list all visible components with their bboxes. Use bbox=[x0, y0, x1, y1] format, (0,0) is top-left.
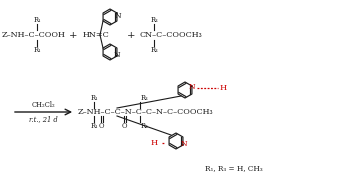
Text: N: N bbox=[189, 83, 195, 91]
Text: R₁: R₁ bbox=[34, 46, 42, 54]
Text: H: H bbox=[219, 84, 226, 92]
Text: CH₂Cl₂: CH₂Cl₂ bbox=[31, 101, 55, 109]
Text: N: N bbox=[114, 51, 120, 59]
Text: r.t., 21 d: r.t., 21 d bbox=[29, 115, 57, 123]
Text: Z–NH–C–COOH: Z–NH–C–COOH bbox=[2, 31, 66, 39]
Text: R₁: R₁ bbox=[91, 94, 99, 102]
Text: R₃: R₃ bbox=[141, 94, 149, 102]
Text: Z–NH–C–C–N–C–C–N–C–COOCH₃: Z–NH–C–C–N–C–C–N–C–COOCH₃ bbox=[78, 108, 213, 116]
Text: O: O bbox=[122, 122, 128, 130]
Text: +: + bbox=[69, 30, 77, 39]
Text: HN=C: HN=C bbox=[83, 31, 110, 39]
Text: H: H bbox=[151, 139, 158, 147]
Text: CN–C–COOCH₃: CN–C–COOCH₃ bbox=[139, 31, 202, 39]
Text: R₁: R₁ bbox=[91, 122, 99, 130]
Text: R₃: R₃ bbox=[141, 122, 149, 130]
Text: N: N bbox=[115, 12, 121, 20]
Text: R₁: R₁ bbox=[34, 16, 42, 24]
Text: R₃: R₃ bbox=[151, 16, 159, 24]
Text: R₃: R₃ bbox=[151, 46, 159, 54]
Text: N: N bbox=[181, 140, 187, 148]
Text: O: O bbox=[99, 122, 104, 130]
Text: R₁, R₃ = H, CH₃: R₁, R₃ = H, CH₃ bbox=[205, 164, 263, 172]
Text: +: + bbox=[127, 30, 135, 39]
